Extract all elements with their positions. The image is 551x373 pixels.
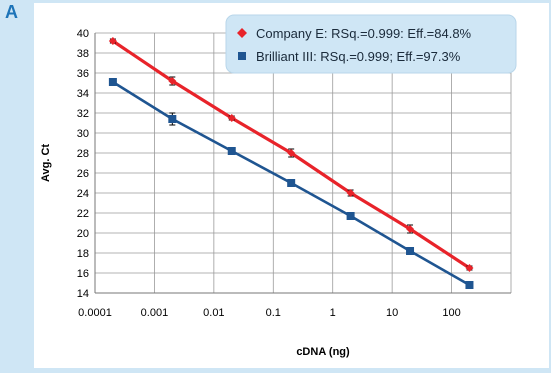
x-tick-label: 10: [386, 307, 398, 319]
y-tick-label: 26: [77, 168, 89, 180]
legend-marker-square: [238, 52, 246, 60]
data-point-series-1: [108, 37, 117, 45]
y-tick-label: 30: [77, 128, 89, 140]
y-tick-label: 34: [77, 88, 89, 100]
x-tick-label: 0.01: [203, 307, 224, 319]
x-tick-label: 1: [330, 307, 336, 319]
chart-area: 14 16 18 20 22 24 26 28 30 32 34 36 38 40 0.0001 0.001 0…: [34, 3, 549, 368]
data-point-series-1: [168, 77, 177, 85]
data-point-series-2: [168, 115, 177, 123]
x-tick-label: 100: [442, 307, 460, 319]
panel-label: A: [5, 2, 18, 22]
y-axis-label: Avg. Ct: [40, 144, 52, 182]
data-point-series-2: [227, 147, 236, 155]
x-tick-label: 0.1: [266, 307, 281, 319]
data-point-series-1: [346, 189, 355, 197]
y-tick-label: 40: [77, 28, 89, 40]
data-point-series-2: [406, 247, 415, 255]
data-point-series-2: [346, 212, 355, 220]
legend-box: [225, 14, 517, 74]
y-tick-label: 28: [77, 148, 89, 160]
ct-vs-cdna-chart: 14 16 18 20 22 24 26 28 30 32 34 36 38 40 0.0001 0.001 0…: [40, 14, 517, 358]
data-point-series-2: [465, 281, 474, 289]
y-tick-label: 24: [77, 188, 89, 200]
legend-entry-2: Brilliant III: RSq.=0.999; Eff.=97.3%: [256, 49, 461, 64]
data-point-series-2: [287, 179, 296, 187]
data-point-series-1: [406, 225, 415, 233]
data-point-series-1: [465, 264, 474, 272]
y-tick-label: 22: [77, 208, 89, 220]
x-tick-label: 0.0001: [78, 307, 112, 319]
y-tick-label: 16: [77, 268, 89, 280]
data-point-series-2: [108, 78, 117, 86]
legend-entry-1: Company E: RSq.=0.999: Eff.=84.8%: [256, 26, 472, 41]
y-tick-label: 18: [77, 248, 89, 260]
x-tick-label: 0.001: [141, 307, 169, 319]
y-tick-label: 32: [77, 108, 89, 120]
data-point-series-1: [227, 114, 236, 122]
y-tick-label: 36: [77, 68, 89, 80]
data-point-series-1: [287, 149, 296, 157]
y-tick-label: 20: [77, 228, 89, 240]
y-tick-label: 14: [77, 288, 89, 300]
legend-marker-diamond: [237, 28, 247, 38]
x-axis-label: cDNA (ng): [296, 346, 350, 358]
y-tick-label: 38: [77, 48, 89, 60]
